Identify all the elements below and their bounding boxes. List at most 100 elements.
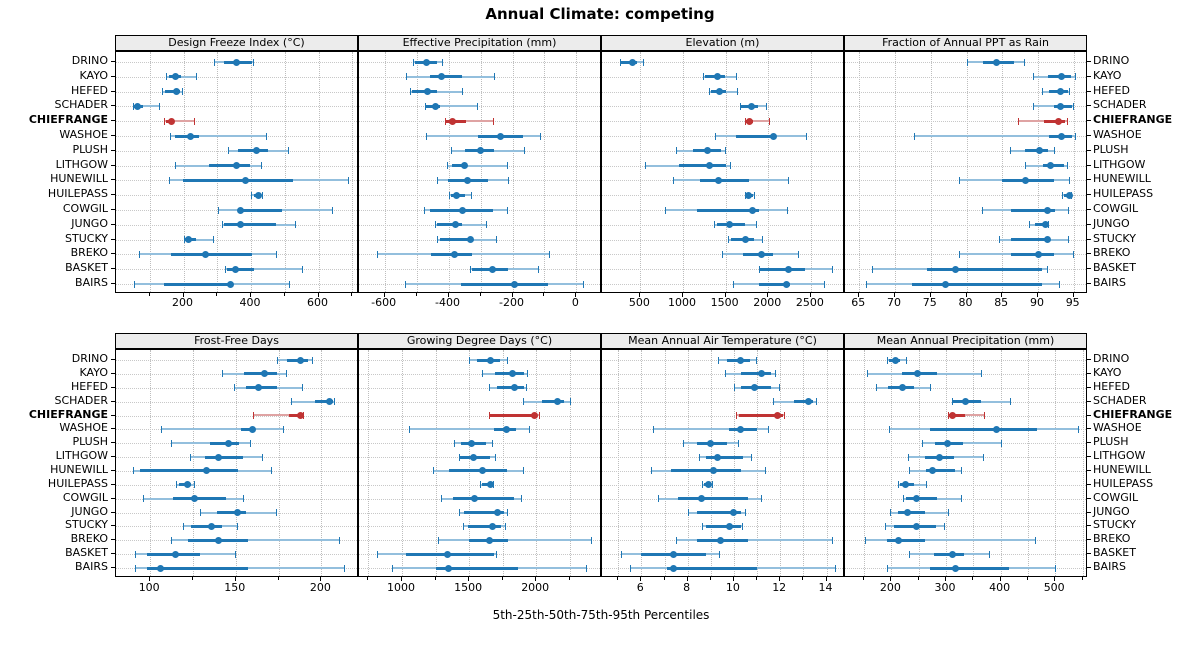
axis-tick	[447, 293, 449, 297]
row-tick	[1087, 359, 1091, 360]
box-25-75	[224, 223, 276, 227]
median-dot	[453, 191, 461, 199]
whisker-cap-5	[217, 206, 219, 214]
median-dot	[1022, 176, 1030, 184]
site-label-right: PLUSH	[1093, 435, 1129, 449]
whisker-cap-95	[282, 425, 284, 433]
median-dot	[913, 522, 920, 530]
median-dot	[961, 398, 969, 406]
gridline-horizontal	[845, 470, 1086, 472]
axis-tick-label: 8	[683, 581, 691, 594]
whisker-cap-5	[446, 162, 448, 170]
row-tick	[111, 61, 115, 62]
site-label-right: HUILEPASS	[1093, 476, 1154, 490]
gridline-vertical	[416, 52, 418, 292]
whisker-cap-95	[526, 384, 528, 392]
median-dot	[186, 132, 194, 140]
gridline-horizontal	[116, 76, 357, 78]
axis-tick-label: 2000	[521, 581, 550, 594]
axis-tick	[894, 293, 895, 297]
gridline-horizontal	[359, 484, 600, 486]
whisker-cap-95	[496, 550, 498, 558]
whisker-cap-95	[265, 132, 267, 140]
whisker-cap-5	[139, 250, 141, 258]
row-tick	[1087, 90, 1091, 92]
site-label-left: STUCKY	[65, 518, 108, 532]
whisker-cap-95	[1069, 176, 1071, 184]
median-dot	[202, 250, 210, 258]
median-dot	[261, 370, 269, 378]
whisker-cap-5	[728, 236, 730, 244]
box-25-75	[898, 511, 926, 515]
row-tick	[1087, 179, 1091, 181]
gridline-horizontal	[845, 91, 1086, 93]
whisker-cap-95	[735, 73, 737, 81]
whisker-cap-95	[1000, 439, 1002, 447]
axis-tick	[709, 577, 711, 580]
median-dot	[1043, 206, 1051, 214]
axis-tick-label: 80	[958, 296, 973, 309]
whisker-cap-5	[413, 58, 415, 66]
median-dot	[949, 411, 957, 419]
whisker-cap-5	[170, 536, 172, 544]
row-tick	[111, 149, 115, 151]
median-dot	[249, 425, 257, 433]
gridline-vertical	[757, 350, 759, 576]
whisker-5-95	[437, 539, 592, 542]
median-dot	[242, 176, 250, 184]
row-tick	[111, 372, 115, 374]
median-dot	[191, 495, 199, 503]
median-dot	[510, 280, 518, 288]
panel-plot	[115, 349, 358, 577]
gridline-vertical	[1038, 52, 1039, 292]
gridline-vertical	[435, 350, 437, 576]
site-label-left: PLUSH	[72, 435, 108, 449]
whisker-cap-95	[1009, 398, 1011, 406]
whisker-cap-5	[902, 495, 904, 503]
panel-plot	[358, 51, 601, 293]
gridline-horizontal	[845, 498, 1086, 500]
whisker-cap-95	[783, 411, 785, 419]
row-tick	[1087, 238, 1091, 240]
gridline-vertical	[448, 52, 450, 292]
whisker-cap-5	[744, 117, 746, 125]
gridline-horizontal	[845, 484, 1086, 486]
gridline-vertical	[973, 350, 975, 576]
site-label-left: CHIEFRANGE	[28, 113, 108, 127]
gridline-horizontal	[116, 239, 357, 241]
site-label-right: COWGIL	[1093, 490, 1139, 504]
panel-strip: Frost-Free Days	[115, 333, 358, 349]
whisker-cap-5	[1028, 221, 1030, 229]
median-dot	[944, 439, 952, 447]
gridline-horizontal	[602, 484, 843, 486]
axis-tick	[535, 577, 537, 581]
whisker-cap-5	[619, 58, 621, 66]
gridline-horizontal	[602, 387, 843, 389]
whisker-cap-5	[290, 398, 292, 406]
axis-tick	[809, 293, 811, 297]
median-dot	[493, 509, 501, 517]
median-dot	[479, 467, 486, 475]
median-dot	[1041, 221, 1049, 229]
gridline-vertical	[641, 350, 643, 576]
site-label-left: BASKET	[65, 261, 108, 275]
gridline-vertical	[710, 350, 712, 576]
median-dot	[804, 398, 812, 406]
axis-tick	[182, 293, 184, 297]
gridline-vertical	[251, 52, 252, 292]
median-dot	[208, 522, 216, 530]
median-dot	[914, 370, 922, 378]
box-25-75	[735, 134, 777, 138]
whisker-cap-5	[143, 495, 145, 503]
site-label-right: WASHOE	[1093, 421, 1142, 435]
box-25-75	[164, 90, 181, 94]
whisker-cap-5	[165, 73, 167, 81]
whisker-cap-95	[1077, 425, 1079, 433]
whisker-cap-95	[538, 265, 540, 273]
whisker-cap-95	[798, 250, 800, 258]
median-dot	[769, 132, 777, 140]
row-tick	[111, 120, 115, 122]
whisker-cap-5	[672, 176, 674, 184]
whisker-cap-5	[522, 398, 524, 406]
row-tick	[111, 400, 115, 402]
